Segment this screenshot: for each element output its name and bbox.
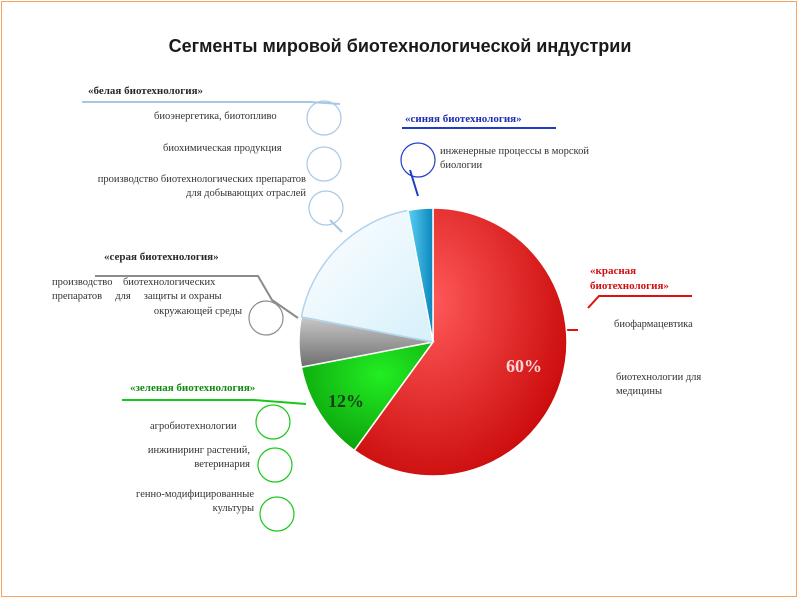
grey-item-circle [248, 300, 284, 336]
white-segment-header: «белая биотехнология» [88, 85, 204, 97]
pie-slice-white [300, 209, 434, 343]
red-segment-item: биофармацевтика [614, 319, 693, 330]
data-label-green: 12% [328, 391, 364, 411]
green-item-circle-3 [259, 496, 295, 532]
grey-segment-item: окружающей среды [153, 306, 242, 317]
white-segment-item: биоэнергетика, биотопливо [154, 111, 277, 122]
grey-segment-item: производство биотехнологических [52, 277, 216, 288]
white-item-circle-2 [306, 146, 342, 182]
green-segment-item: ветеринария [194, 459, 250, 470]
green-segment-item: культуры [212, 503, 254, 514]
green-segment-item: генно-модифицированные [136, 489, 254, 500]
connector-lines [82, 101, 692, 405]
green-segment-item: инжиниринг растений, [147, 445, 250, 456]
white-item-circle-3 [308, 190, 344, 226]
white-connector-line [82, 101, 341, 105]
red-connector-line [587, 295, 692, 309]
green-segment-item: агробиотехнологии [150, 421, 237, 432]
chart-title: Сегменты мировой биотехнологической инду… [168, 36, 632, 56]
item-circles [248, 100, 436, 532]
white-segment-item: производство биотехнологических препарат… [97, 174, 306, 185]
grey-connector-line [95, 275, 299, 319]
pie-slice-red [353, 207, 568, 477]
blue-segment-header: «синяя биотехнология» [405, 113, 522, 125]
blue-item-circle [400, 142, 436, 178]
white-segment-item: биохимическая продукция [163, 143, 282, 154]
red-segment-header-line: «красная [590, 265, 637, 277]
blue-segment-item: инженерные процессы в морской [440, 146, 589, 157]
blue-segment-item: биологии [440, 160, 483, 171]
white-item-circle-1 [306, 100, 342, 136]
green-segment-header: «зеленая биотехнология» [130, 382, 256, 394]
blue-connector-tail [409, 169, 419, 197]
data-label-red: 60% [506, 356, 542, 376]
white-connector-tail [329, 219, 343, 233]
red-segment-item: биотехнологии для [616, 372, 702, 383]
white-segment-item: для добывающих отраслей [186, 188, 306, 199]
green-item-circle-2 [257, 447, 293, 483]
red-segment-header-line: биотехнология» [590, 280, 669, 292]
pie-slice-blue [407, 207, 434, 343]
grey-segment-header: «серая биотехнология» [104, 251, 219, 263]
green-item-circle-1 [255, 404, 291, 440]
green-connector-line [122, 399, 307, 405]
grey-segment-item: препаратов для защиты и охраны [52, 291, 222, 302]
pie-slice-green [300, 340, 435, 452]
red-segment-item: медицины [616, 386, 663, 397]
pie [298, 207, 568, 477]
